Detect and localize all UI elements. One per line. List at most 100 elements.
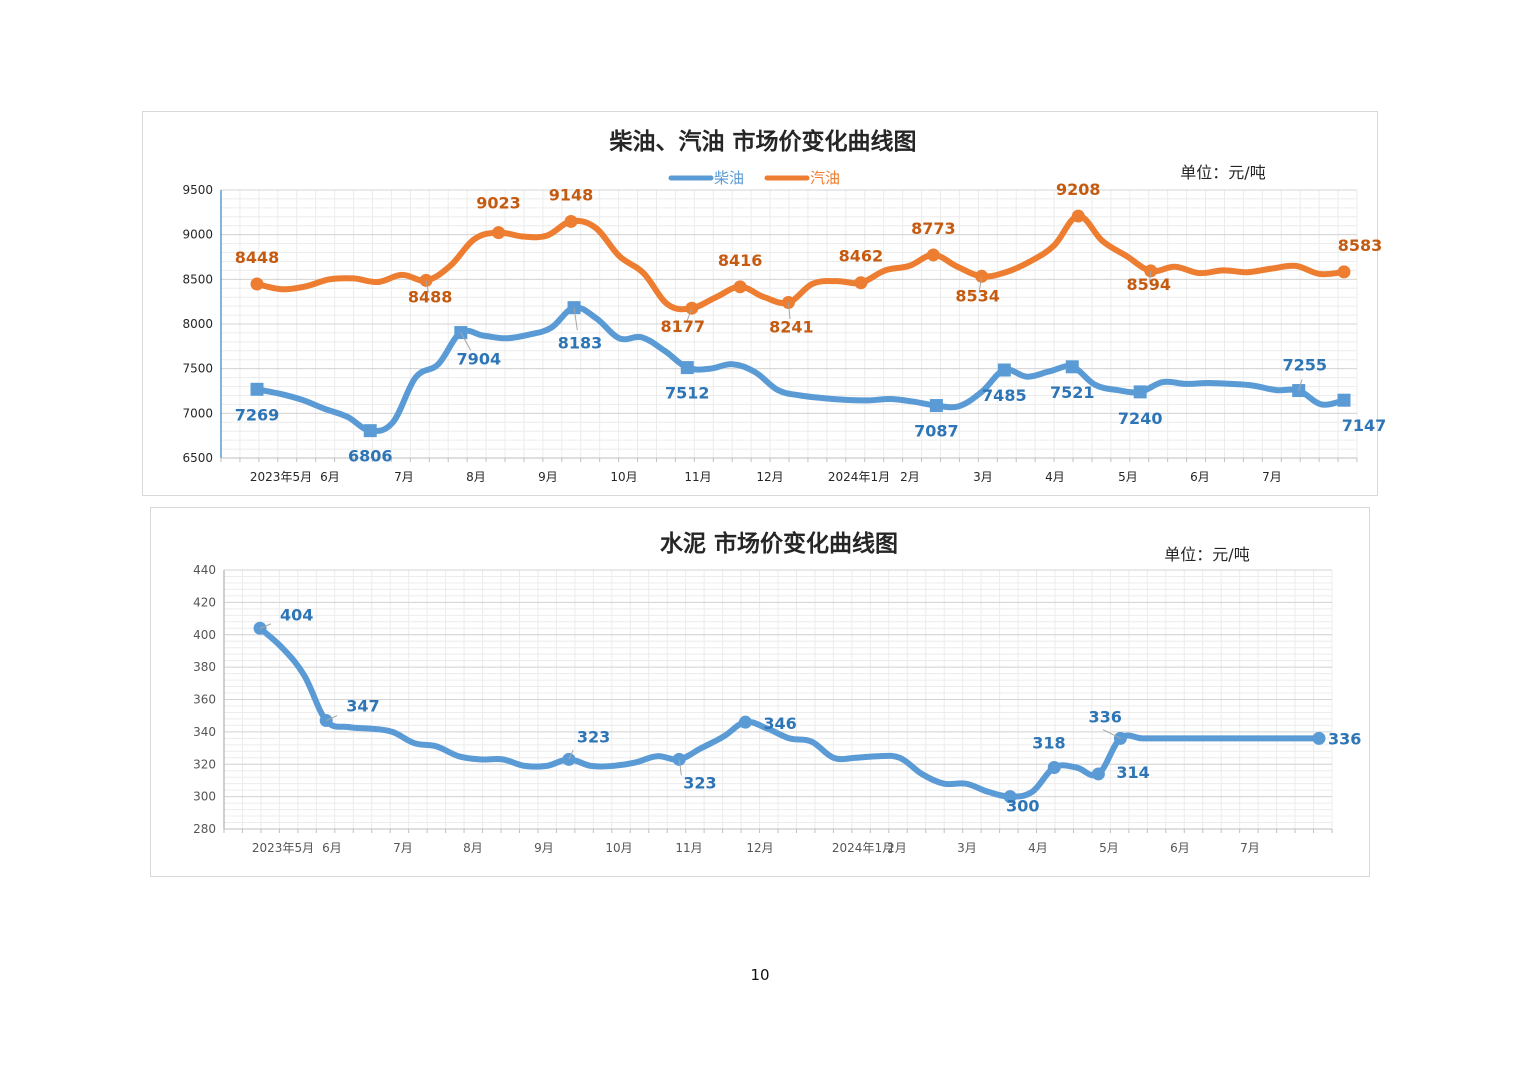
data-label-leader	[787, 302, 791, 320]
x-tick-label: 2024年1月	[832, 841, 894, 855]
data-label-leader	[460, 332, 472, 351]
data-label: 323	[577, 727, 610, 746]
x-tick-label: 3月	[957, 841, 977, 855]
x-tick-label: 6月	[320, 470, 340, 484]
data-label: 336	[1088, 707, 1121, 726]
data-label-leader	[425, 280, 429, 293]
data-point-marker	[738, 715, 752, 729]
data-label: 6806	[348, 447, 393, 466]
data-label: 346	[763, 714, 796, 733]
data-label-leader	[678, 759, 682, 776]
data-label: 8183	[558, 334, 603, 353]
data-point-marker	[854, 276, 868, 290]
x-tick-label: 11月	[675, 841, 702, 855]
data-label: 336	[1328, 729, 1361, 748]
data-label: 8534	[955, 286, 1000, 305]
x-tick-label: 10月	[605, 841, 632, 855]
x-tick-label: 11月	[684, 470, 711, 484]
data-label: 300	[1006, 797, 1039, 816]
x-tick-label: 8月	[463, 841, 483, 855]
data-point-marker	[1133, 385, 1147, 399]
data-label-leader	[568, 749, 574, 760]
x-tick-label: 2月	[900, 470, 920, 484]
x-tick-label: 7月	[394, 470, 414, 484]
data-label: 9208	[1056, 180, 1101, 199]
x-tick-label: 2023年5月	[252, 841, 314, 855]
data-label-leader	[686, 308, 693, 322]
data-label: 347	[346, 697, 379, 716]
x-tick-label: 7月	[1240, 841, 1260, 855]
data-point-marker	[250, 382, 264, 396]
data-label-leader	[325, 715, 338, 721]
data-label: 7240	[1118, 409, 1163, 428]
y-tick-label: 380	[193, 660, 216, 674]
plot-grid	[220, 189, 1358, 459]
data-point-marker	[1337, 393, 1351, 407]
y-tick-label: 300	[193, 790, 216, 804]
x-tick-label: 7月	[1262, 470, 1282, 484]
x-tick-label: 10月	[610, 470, 637, 484]
x-tick-label: 6月	[1190, 470, 1210, 484]
data-label: 9148	[549, 185, 594, 204]
y-tick-label: 9000	[182, 228, 213, 242]
data-label: 7904	[457, 350, 502, 369]
data-label: 7147	[1342, 416, 1387, 435]
data-label: 7512	[665, 384, 710, 403]
chart-title: 柴油、汽油 市场价变化曲线图	[608, 128, 916, 155]
data-label: 7485	[982, 386, 1027, 405]
y-tick-label: 440	[193, 563, 216, 577]
series-line-cement	[257, 625, 1322, 800]
x-tick-label: 6月	[322, 841, 342, 855]
data-label: 323	[683, 773, 716, 792]
x-tick-label: 9月	[534, 841, 554, 855]
x-tick-label: 7月	[393, 841, 413, 855]
x-tick-label: 12月	[746, 841, 773, 855]
cement-price-chart-svg: 280 300 320 340 360 380 400 420 440 2023年5月 6月 7月 8月…	[193, 530, 1361, 855]
legend-label: 汽油	[810, 169, 840, 187]
y-tick-label: 400	[193, 628, 216, 642]
data-label-leader	[978, 276, 983, 291]
unit-label: 单位：元/吨	[1164, 545, 1249, 564]
y-tick-label: 340	[193, 725, 216, 739]
y-tick-label: 8000	[182, 317, 213, 331]
data-label: 8448	[235, 248, 280, 267]
data-label: 318	[1032, 733, 1065, 752]
x-tick-label: 5月	[1099, 841, 1119, 855]
data-label: 8583	[1338, 236, 1383, 255]
page-number: 10	[750, 966, 770, 984]
data-point-marker	[363, 424, 377, 438]
x-tick-label: 8月	[466, 470, 486, 484]
chart-title: 水泥 市场价变化曲线图	[660, 530, 898, 557]
data-point-marker	[680, 361, 694, 375]
data-point-marker	[1337, 265, 1351, 279]
data-label: 8488	[408, 287, 453, 306]
legend-label: 柴油	[714, 169, 744, 187]
x-tick-label: 2023年5月	[250, 470, 312, 484]
fuel-price-chart: 6500 7000 7500 8000 8500 9000 9500 2023年5月 6月 7月 8…	[142, 111, 1386, 496]
y-tick-label: 8500	[182, 272, 213, 286]
data-point-marker	[672, 752, 686, 766]
data-label: 8594	[1126, 275, 1171, 294]
data-label-leader	[573, 307, 578, 331]
y-tick-label: 7000	[182, 406, 213, 420]
y-tick-label: 7500	[182, 362, 213, 376]
data-point-marker	[1003, 790, 1017, 804]
data-label: 8416	[718, 251, 763, 270]
unit-label: 单位：元/吨	[1180, 163, 1265, 182]
data-point-marker	[685, 301, 699, 315]
x-tick-label: 2月	[887, 841, 907, 855]
data-point-marker	[1071, 209, 1085, 223]
data-label: 7087	[914, 422, 959, 441]
data-point-marker	[454, 326, 468, 340]
data-point-marker	[567, 301, 581, 315]
data-point-marker	[1091, 767, 1105, 781]
data-point-marker	[253, 621, 267, 635]
data-point-marker	[926, 248, 940, 262]
x-tick-label: 5月	[1118, 470, 1138, 484]
data-point-marker	[1047, 760, 1061, 774]
data-label: 7255	[1282, 356, 1327, 375]
fuel-price-chart-svg: 6500 7000 7500 8000 8500 9000 9500 2023年5月 6月 7月 8…	[182, 128, 1386, 484]
data-label-leader	[1102, 729, 1121, 739]
data-point-marker	[250, 277, 264, 291]
x-tick-label: 3月	[973, 470, 993, 484]
